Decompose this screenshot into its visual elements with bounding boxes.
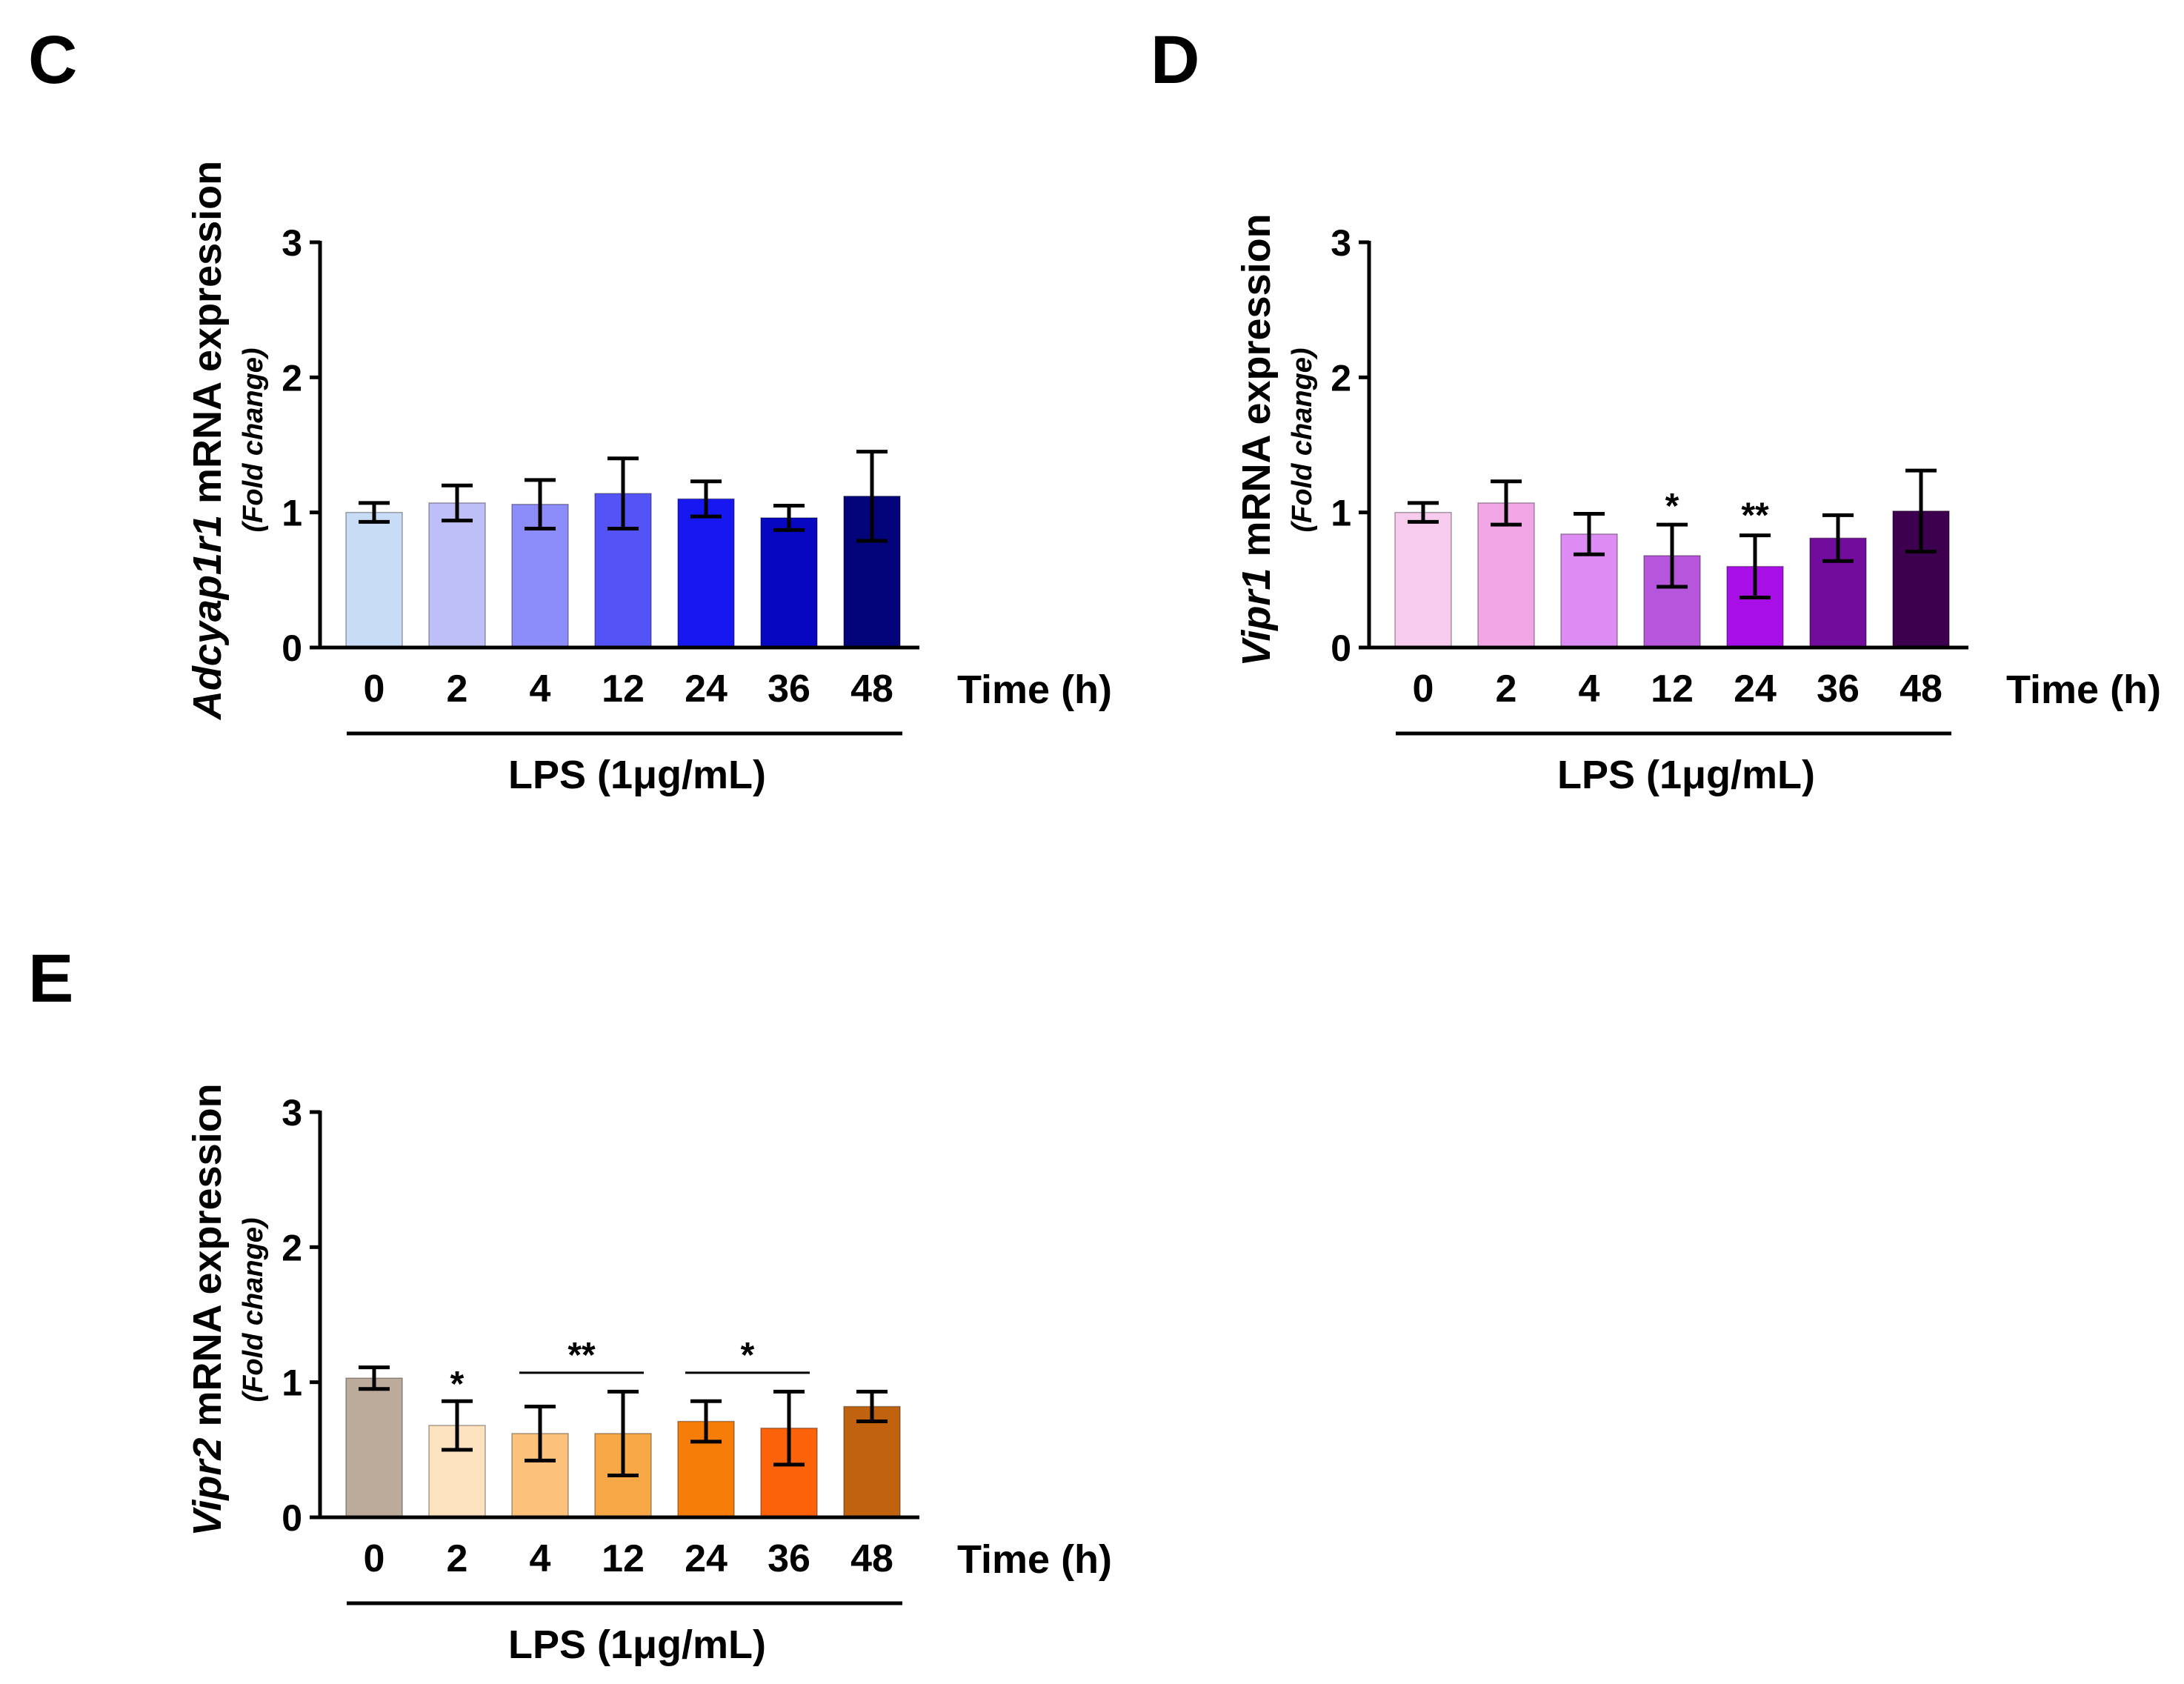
panel-letter: D <box>1151 22 1199 98</box>
y-axis-title: Vipr2 mRNA expression <box>185 1083 230 1536</box>
treatment-label: LPS (1μg/mL) <box>1557 753 1815 797</box>
bar-24 <box>677 498 735 648</box>
error-bar-36 <box>773 504 805 532</box>
gene-name: Vipr1 <box>1234 568 1279 667</box>
y-axis-title-suffix: mRNA expression <box>185 1083 230 1437</box>
error-bar-0 <box>359 501 390 524</box>
error-bar-0 <box>1408 501 1439 524</box>
y-tick-label: 2 <box>1331 357 1351 399</box>
x-tick-label: 4 <box>1579 668 1600 710</box>
y-axis-subtitle: (Fold change) <box>238 347 269 532</box>
x-tick-label: 36 <box>768 668 810 710</box>
bar-48 <box>843 1405 901 1518</box>
significance-marker: ** <box>1741 496 1769 536</box>
y-tick-label: 0 <box>282 1497 302 1539</box>
error-bar-48 <box>856 1389 888 1424</box>
x-tick-label: 24 <box>1734 668 1777 710</box>
y-tick-label: 1 <box>1331 493 1351 534</box>
significance-marker: * <box>450 1365 465 1404</box>
treatment-label: LPS (1μg/mL) <box>508 1623 766 1667</box>
y-axis-subtitle: (Fold change) <box>1287 347 1318 532</box>
error-bar-2 <box>442 483 473 523</box>
bar-0 <box>345 511 403 648</box>
x-tick-label: 48 <box>850 1537 893 1580</box>
x-tick-label: 36 <box>1817 668 1860 710</box>
error-bar-12 <box>607 456 639 531</box>
error-bar-48 <box>856 450 888 543</box>
error-bar-2 <box>442 1399 473 1452</box>
y-tick-label: 1 <box>282 493 302 534</box>
error-bar-12 <box>607 1389 639 1477</box>
y-tick-label: 0 <box>282 628 302 669</box>
x-tick-label: 2 <box>447 1537 468 1580</box>
x-axis-title: Time (h) <box>957 1537 1112 1582</box>
x-tick-label: 0 <box>1413 668 1434 710</box>
error-bar-24 <box>1739 533 1771 600</box>
x-tick-label: 36 <box>768 1537 810 1580</box>
bar-0 <box>1394 511 1452 648</box>
x-tick-label: 24 <box>685 668 728 710</box>
bar-36 <box>760 517 818 648</box>
y-axis-title-suffix: mRNA expression <box>185 161 230 515</box>
error-bar-4 <box>525 478 556 531</box>
x-tick-label: 48 <box>1900 668 1942 710</box>
y-tick-label: 3 <box>1331 222 1351 264</box>
error-bar-0 <box>359 1365 390 1391</box>
x-tick-label: 12 <box>602 1537 645 1580</box>
y-axis-title-suffix: mRNA expression <box>1234 213 1279 568</box>
error-bar-12 <box>1657 522 1688 589</box>
x-tick-label: 48 <box>850 668 893 710</box>
x-axis-title: Time (h) <box>2006 668 2161 712</box>
gene-name: Vipr2 <box>185 1438 230 1537</box>
x-tick-label: 12 <box>1651 668 1694 710</box>
y-tick-label: 3 <box>282 1092 302 1134</box>
significance-marker: * <box>741 1336 755 1375</box>
y-axis-title: Adcyap1r1 mRNA expression <box>185 161 230 721</box>
y-axis-subtitle: (Fold change) <box>238 1217 269 1402</box>
error-bar-36 <box>1822 513 1854 563</box>
error-bar-48 <box>1905 468 1937 554</box>
error-bar-24 <box>690 479 722 519</box>
x-tick-label: 4 <box>530 1537 551 1580</box>
x-tick-label: 2 <box>1496 668 1517 710</box>
x-tick-label: 0 <box>364 668 385 710</box>
y-tick-label: 2 <box>282 357 302 399</box>
panel-letter: C <box>28 22 77 98</box>
error-bar-4 <box>525 1404 556 1462</box>
panel-letter: E <box>28 941 73 1016</box>
y-axis-title: Vipr1 mRNA expression <box>1234 213 1279 666</box>
bar-0 <box>345 1377 403 1518</box>
significance-marker: * <box>1665 487 1679 526</box>
x-tick-label: 2 <box>447 668 468 710</box>
x-tick-label: 4 <box>530 668 551 710</box>
gene-name: Adcyap1r1 <box>185 515 230 721</box>
significance-marker: ** <box>567 1336 596 1375</box>
error-bar-36 <box>773 1389 805 1467</box>
treatment-label: LPS (1μg/mL) <box>508 753 766 797</box>
x-tick-label: 24 <box>685 1537 728 1580</box>
y-tick-label: 0 <box>1331 628 1351 669</box>
x-axis-title: Time (h) <box>957 668 1112 712</box>
bar-2 <box>428 502 486 648</box>
y-tick-label: 1 <box>282 1362 302 1404</box>
y-tick-label: 3 <box>282 222 302 264</box>
error-bar-2 <box>1491 479 1522 527</box>
error-bar-24 <box>690 1399 722 1444</box>
error-bar-4 <box>1574 511 1605 556</box>
y-tick-label: 2 <box>282 1227 302 1268</box>
x-tick-label: 0 <box>364 1537 385 1580</box>
x-tick-label: 12 <box>602 668 645 710</box>
